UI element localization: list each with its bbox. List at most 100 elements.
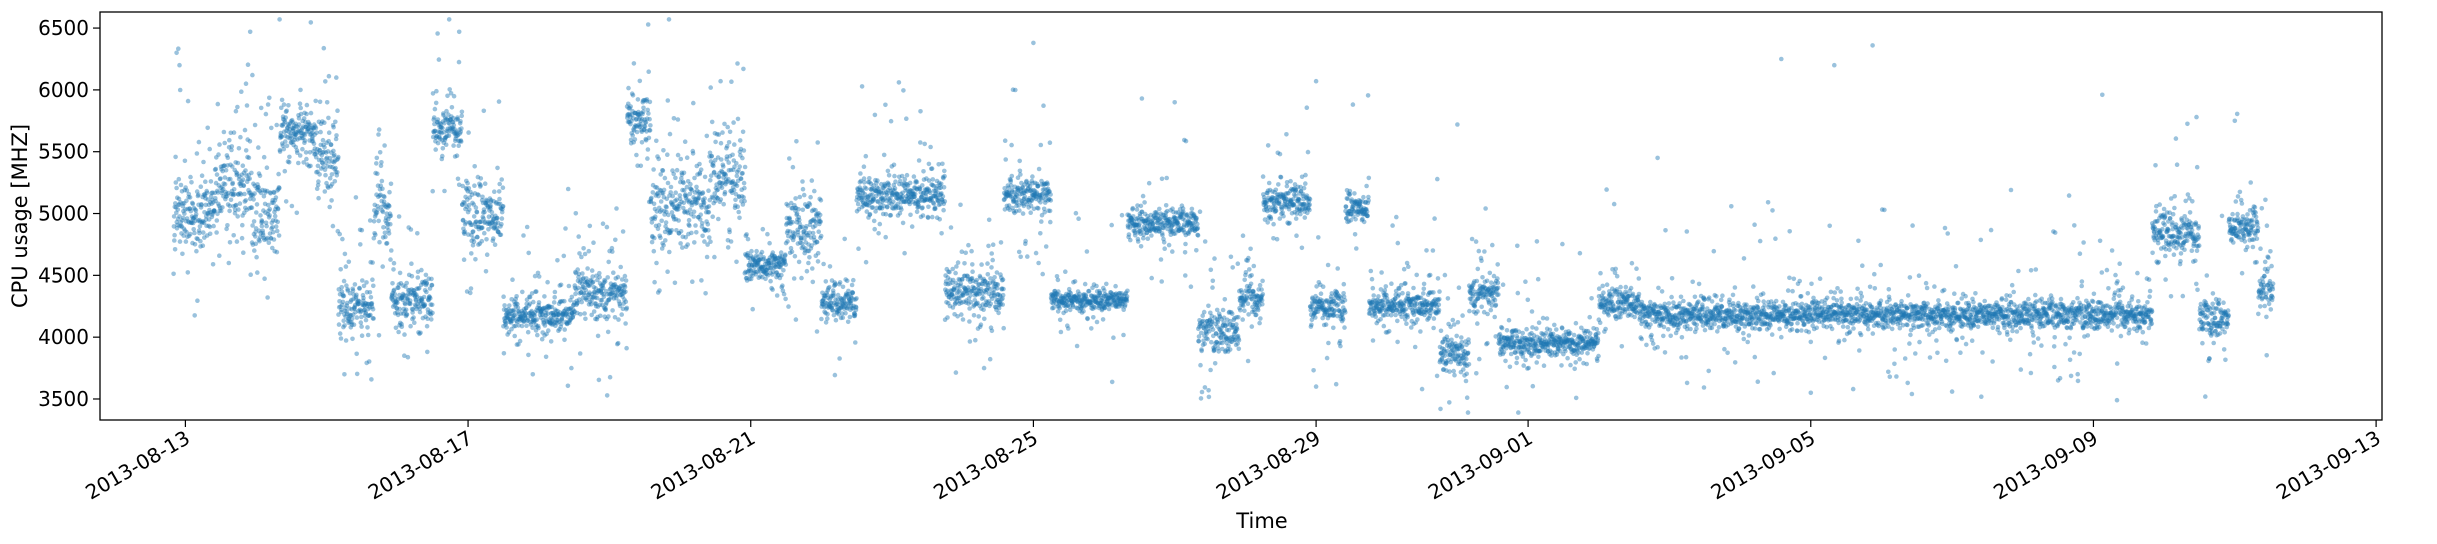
data-point <box>308 20 314 25</box>
data-point <box>296 130 302 135</box>
data-point <box>285 125 291 130</box>
data-point <box>288 131 294 136</box>
data-point <box>377 239 382 245</box>
data-point <box>268 236 274 241</box>
data-point <box>178 182 184 188</box>
data-point <box>1056 289 1061 294</box>
data-point <box>191 205 197 211</box>
data-point <box>926 204 931 210</box>
data-point <box>376 194 381 200</box>
data-point <box>783 262 789 267</box>
data-point <box>461 257 467 263</box>
data-point <box>266 208 271 214</box>
data-point <box>498 232 504 238</box>
data-point <box>181 233 186 238</box>
data-point <box>241 170 247 175</box>
data-point <box>558 282 564 288</box>
data-point <box>429 282 435 288</box>
data-point <box>996 310 1001 316</box>
data-point <box>305 126 310 132</box>
data-point <box>881 152 887 158</box>
data-point <box>807 202 813 207</box>
data-point <box>658 199 664 204</box>
data-point <box>386 231 392 236</box>
data-point <box>266 240 272 245</box>
data-point <box>219 166 224 172</box>
data-point <box>306 119 311 125</box>
data-point <box>440 125 445 131</box>
data-point <box>1234 327 1240 332</box>
data-point <box>606 314 611 319</box>
data-point <box>1025 254 1030 259</box>
data-point <box>311 126 317 131</box>
data-point <box>745 236 751 242</box>
data-point <box>234 171 240 176</box>
data-point <box>666 17 672 22</box>
data-point <box>237 191 243 196</box>
data-point <box>194 236 199 241</box>
data-point <box>551 300 557 305</box>
data-point <box>471 214 477 219</box>
data-point <box>326 115 331 121</box>
data-point <box>198 184 204 189</box>
data-point <box>284 125 290 131</box>
data-point <box>197 219 203 224</box>
data-point <box>383 218 388 223</box>
data-point <box>172 204 178 210</box>
data-point <box>230 181 235 187</box>
data-point <box>353 195 359 200</box>
data-point <box>288 118 294 124</box>
data-point <box>467 207 472 212</box>
data-point <box>378 204 384 210</box>
data-point <box>363 310 368 316</box>
data-point <box>326 138 332 144</box>
data-point <box>1394 214 1399 220</box>
data-point <box>305 162 310 167</box>
data-point <box>349 322 355 328</box>
data-point <box>244 173 249 178</box>
data-point <box>641 105 646 111</box>
data-point <box>210 212 215 217</box>
data-point <box>807 254 812 260</box>
data-point <box>631 61 637 66</box>
data-point <box>351 292 357 297</box>
data-point <box>849 282 855 288</box>
data-point <box>1352 191 1357 196</box>
data-point <box>254 186 260 191</box>
data-point <box>1036 206 1041 211</box>
data-point <box>351 296 356 302</box>
data-point <box>665 269 670 275</box>
data-point <box>299 127 304 133</box>
data-point <box>360 278 365 283</box>
data-point <box>263 111 269 117</box>
data-point <box>372 231 377 236</box>
data-point <box>384 220 389 226</box>
data-point <box>1106 306 1112 312</box>
data-point <box>408 227 414 232</box>
data-point <box>1033 250 1039 256</box>
data-point <box>296 122 302 127</box>
data-point <box>185 270 191 275</box>
data-point <box>389 248 394 253</box>
data-point <box>1323 322 1329 327</box>
data-point <box>634 129 640 135</box>
data-point <box>1248 281 1254 287</box>
data-point <box>785 239 790 244</box>
data-point <box>326 73 332 79</box>
data-point <box>1242 308 1247 314</box>
data-point <box>319 152 325 158</box>
data-point <box>1124 294 1130 299</box>
data-point <box>876 231 881 236</box>
data-point <box>801 192 807 198</box>
data-point <box>662 175 668 181</box>
data-point <box>339 285 345 290</box>
data-point <box>421 294 427 300</box>
data-point <box>201 159 206 165</box>
data-point <box>279 134 285 139</box>
data-point <box>832 372 838 378</box>
data-point <box>214 218 220 223</box>
data-point <box>941 185 947 190</box>
data-point <box>678 229 684 234</box>
data-point <box>548 339 554 344</box>
data-point <box>275 219 281 225</box>
